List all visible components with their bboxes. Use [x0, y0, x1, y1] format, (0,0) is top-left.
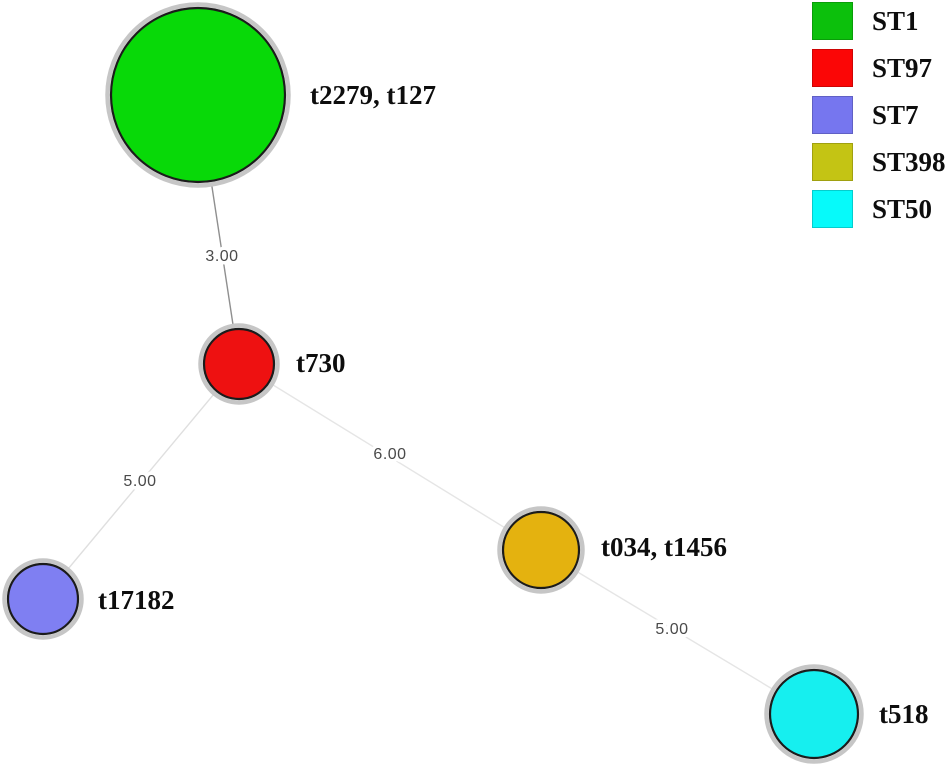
edge-line-st97-st7	[42, 363, 240, 600]
node-st50-circle	[768, 668, 860, 760]
legend-label-st398: ST398	[872, 146, 945, 177]
node-st97-label: t730	[296, 348, 346, 378]
legend-label-st1: ST1	[872, 5, 919, 36]
legend-swatch-st1	[812, 2, 853, 40]
node-st1-label: t2279, t127	[310, 80, 436, 110]
node-st97-circle	[202, 327, 276, 401]
legend-swatch-st7	[812, 96, 853, 134]
edge-line-st97-st398	[238, 363, 542, 551]
legend-swatch-st398	[812, 143, 853, 181]
node-st1-circle	[109, 6, 287, 184]
legend-item-st1: ST1	[812, 2, 945, 40]
edge-weight-label: 5.00	[655, 621, 688, 638]
node-st7-label: t17182	[98, 585, 175, 615]
node-st50-label: t518	[879, 699, 929, 729]
legend-swatch-st97	[812, 49, 853, 87]
node-st7-circle	[6, 562, 80, 636]
legend-item-st97: ST97	[812, 49, 945, 87]
legend-swatch-st50	[812, 190, 853, 228]
edge-weight-label: 3.00	[205, 248, 238, 265]
legend: ST1 ST97 ST7 ST398 ST50	[812, 2, 945, 237]
edge-weight-label: 5.00	[123, 473, 156, 490]
legend-item-st7: ST7	[812, 96, 945, 134]
node-st398-circle	[501, 510, 581, 590]
legend-label-st7: ST7	[872, 99, 919, 130]
edge-weight-label: 6.00	[373, 446, 406, 463]
legend-item-st50: ST50	[812, 190, 945, 228]
node-st398-label: t034, t1456	[601, 532, 727, 562]
legend-item-st398: ST398	[812, 143, 945, 181]
legend-label-st50: ST50	[872, 193, 933, 224]
edge-line-st398-st50	[540, 549, 815, 715]
legend-label-st97: ST97	[872, 52, 933, 83]
